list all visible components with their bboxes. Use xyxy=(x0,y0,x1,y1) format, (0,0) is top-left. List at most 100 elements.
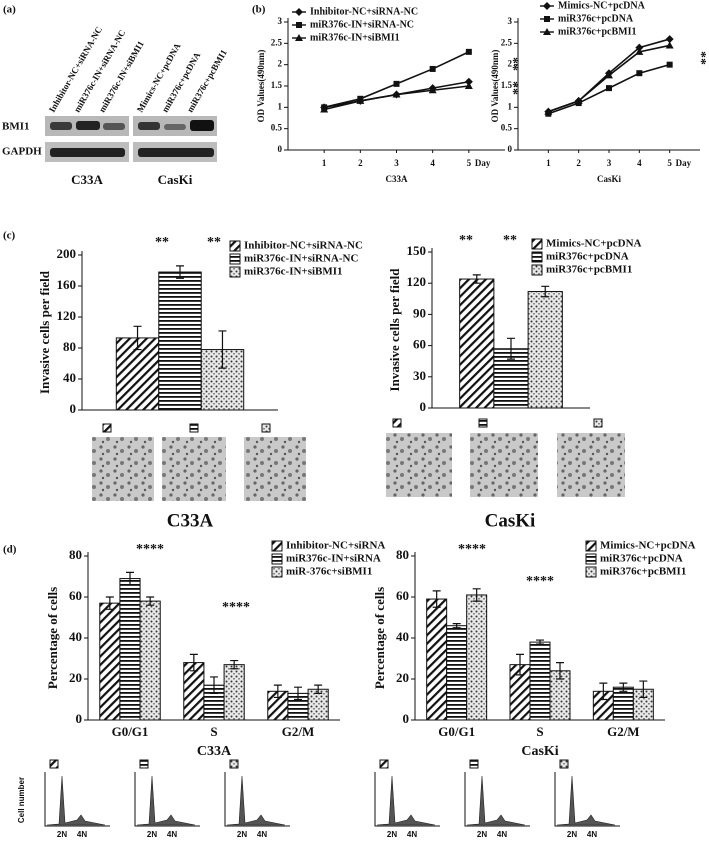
y-tick-label: 1 xyxy=(508,101,513,111)
point xyxy=(665,35,674,44)
point xyxy=(574,96,583,104)
bar xyxy=(223,664,245,721)
point xyxy=(464,82,473,89)
legend-swatch xyxy=(531,264,543,276)
legend-label: miR376c+pcDNA xyxy=(546,251,629,263)
x-tick-label: 3 xyxy=(607,158,612,168)
legend-marker xyxy=(543,2,551,10)
legend-marker xyxy=(543,28,551,35)
error-bar xyxy=(126,571,134,586)
legend-label: miR376c-IN+siRNA-NC xyxy=(244,253,358,265)
chart: 0 20 40 60 80 Percentage of cells G0/G1 S G2/M C3… xyxy=(45,540,385,760)
legend-label: miR376c+pcDNA xyxy=(600,553,683,565)
significance: ** xyxy=(505,81,520,95)
error-bar xyxy=(619,682,628,692)
legend-icon xyxy=(189,423,199,433)
bar xyxy=(426,598,448,721)
point xyxy=(635,47,644,55)
point xyxy=(544,107,553,115)
legend-icon xyxy=(139,759,149,769)
y-tick-label: 120 xyxy=(57,308,77,323)
bar xyxy=(158,271,202,411)
point xyxy=(393,80,400,87)
micrograph xyxy=(557,433,625,497)
y-tick-label: 1.5 xyxy=(501,80,513,90)
error-bar xyxy=(314,684,323,694)
flow-histogram xyxy=(556,775,616,826)
legend-icon xyxy=(261,423,271,433)
error-bar xyxy=(507,337,515,360)
y-tick-label: 60 xyxy=(413,337,426,352)
error-bar xyxy=(294,686,302,701)
significance: **** xyxy=(136,542,164,557)
flow-histogram xyxy=(136,775,196,826)
flow-x-label: 4N xyxy=(497,830,507,839)
error-bar xyxy=(432,590,441,608)
x-axis-label: CasKi xyxy=(521,744,558,759)
point xyxy=(606,85,612,92)
y-tick-label: 20 xyxy=(69,670,82,685)
error-bar xyxy=(105,596,114,610)
point xyxy=(605,71,613,79)
significance: **** xyxy=(526,574,554,589)
x-axis-label: C33A xyxy=(386,174,408,184)
significance: ** xyxy=(207,235,221,250)
error-bar xyxy=(639,680,648,699)
y-tick-label: 60 xyxy=(69,588,82,603)
micrographs: C33A CasKi xyxy=(92,418,625,531)
flow-x-label: 2N xyxy=(237,830,247,839)
point xyxy=(429,65,436,72)
bar xyxy=(612,686,634,721)
blot-band xyxy=(190,120,214,131)
y-tick-label: 200 xyxy=(57,246,77,261)
legend-swatch xyxy=(585,540,597,552)
y-tick-label: 80 xyxy=(396,547,409,562)
error-bar xyxy=(230,659,239,670)
error-bar xyxy=(189,653,198,672)
x-tick-label: 5 xyxy=(467,158,472,168)
y-tick-label: 0 xyxy=(278,144,283,154)
error-bar xyxy=(133,325,142,351)
significance: ** xyxy=(155,235,169,250)
x-tick-label: 4 xyxy=(430,158,435,168)
flow-axis xyxy=(464,772,530,827)
legend-icon xyxy=(379,759,389,769)
legend-icon xyxy=(229,759,239,769)
legend-label: miR376c-IN+siRNA xyxy=(286,553,381,565)
y-axis-label: Percentage of cells xyxy=(45,587,60,689)
flow-axis xyxy=(374,772,440,827)
micrograph xyxy=(470,433,538,497)
y-tick-label: 150 xyxy=(407,243,427,258)
legend-icon xyxy=(392,418,402,428)
x-tick-label: G2/M xyxy=(282,724,315,739)
flow-x-label: 4N xyxy=(407,830,417,839)
blot-band xyxy=(138,122,160,130)
error-bar xyxy=(516,653,524,676)
legend-swatch xyxy=(531,238,543,250)
legend-icon xyxy=(593,418,603,428)
chart: 0 40 80 120 160 200 Invasive cells per field In… xyxy=(37,235,363,416)
blot-cell-label: CasKi xyxy=(158,172,193,187)
flow-x-label: 2N xyxy=(57,830,67,839)
legend-label: miR376c+pcDNA xyxy=(558,13,634,24)
lane-label: Mimics-NC+pcDNA xyxy=(135,41,183,114)
y-axis-label: Invasive cells per field xyxy=(387,268,402,392)
flow-x-label: 2N xyxy=(147,830,157,839)
x-tick-label: G0/G1 xyxy=(112,724,149,739)
blot-row-label: GAPDH xyxy=(2,146,42,158)
flow-histograms: Cell number 2N 4N 2N 4N 2N 4N 2N 4N 2N 4N 2N 4N xyxy=(17,759,620,839)
chart: 0 0.5 1 1.5 2 2.5 3 OD Values(490nm) 1 2 3 4 5 Day C33… xyxy=(256,6,520,184)
legend-swatch xyxy=(229,240,241,252)
bar xyxy=(119,578,141,721)
point xyxy=(635,43,644,52)
error-bar xyxy=(452,623,461,629)
x-tick-label: 4 xyxy=(637,158,642,168)
flow-x-label: 2N xyxy=(477,830,487,839)
y-tick-label: 40 xyxy=(63,370,76,385)
cell-line-label: CasKi xyxy=(485,510,536,531)
y-tick-label: 2 xyxy=(508,59,513,69)
point xyxy=(392,90,401,98)
flow-x-label: 4N xyxy=(167,830,177,839)
